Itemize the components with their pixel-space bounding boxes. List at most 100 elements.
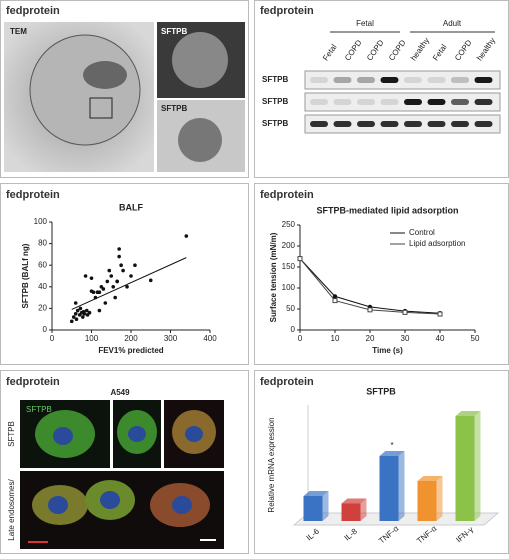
- x-tick-label: 30: [401, 334, 410, 343]
- band: [427, 121, 446, 127]
- y-tick-label: 80: [38, 239, 47, 248]
- point: [117, 254, 121, 259]
- x-tick-label: 0: [298, 334, 303, 343]
- band: [357, 77, 375, 83]
- x-tick-label: 200: [124, 334, 138, 343]
- marker: [437, 311, 443, 317]
- label: SFTPB: [161, 104, 187, 113]
- point: [83, 274, 88, 278]
- band: [333, 99, 352, 105]
- band: [404, 121, 422, 127]
- band: [380, 99, 399, 105]
- bar-side: [436, 476, 443, 521]
- y-axis-label: Relative mRNA expression: [267, 417, 276, 512]
- point: [97, 290, 102, 295]
- group-label: Fetal: [356, 19, 374, 28]
- trend-line: [71, 257, 187, 310]
- point: [129, 274, 133, 278]
- legend-label: Control: [409, 228, 435, 237]
- bar-top: [341, 498, 367, 504]
- band: [404, 77, 422, 83]
- logo: fedprotein: [260, 189, 314, 201]
- x-tick-label: 50: [471, 334, 480, 343]
- point: [133, 263, 137, 268]
- band: [333, 77, 352, 83]
- x-tick-label: 40: [436, 334, 445, 343]
- bar-top: [455, 411, 481, 416]
- point: [103, 301, 108, 305]
- marker: [367, 307, 373, 313]
- micrographs: [20, 400, 224, 549]
- band: [310, 121, 328, 127]
- y-tick-label: 200: [282, 241, 296, 250]
- x-tick-label: 20: [366, 334, 375, 343]
- point: [105, 279, 110, 284]
- band: [333, 121, 352, 127]
- y-tick-label: 0: [291, 325, 296, 334]
- point: [75, 308, 80, 313]
- y-axis-label: SFTPB (BALf ng): [21, 243, 30, 308]
- y-tick-label: 250: [282, 220, 296, 229]
- annotation: *: [390, 441, 393, 450]
- marker: [332, 294, 338, 299]
- blot-strip: [304, 114, 501, 134]
- band: [474, 99, 493, 105]
- marker: [297, 256, 303, 262]
- y-tick-label: 150: [282, 262, 296, 271]
- logo: fedprotein: [6, 5, 60, 17]
- x-axis-label: Time (s): [372, 346, 403, 355]
- point: [115, 279, 119, 284]
- y-tick-label: 60: [38, 260, 47, 269]
- bar-top: [417, 476, 443, 481]
- logo: fedprotein: [6, 189, 60, 201]
- band: [404, 99, 422, 105]
- band: [310, 77, 328, 83]
- legend-label: Lipid adsorption: [409, 239, 465, 248]
- x-tick-label: 10: [331, 334, 340, 343]
- group-label: Adult: [443, 19, 462, 28]
- panel-title: A549: [110, 388, 130, 397]
- row-label: SFTPB: [262, 97, 288, 106]
- chart-title: BALF: [119, 202, 143, 212]
- band: [474, 121, 493, 127]
- y-tick-label: 0: [43, 325, 48, 334]
- point: [113, 295, 117, 300]
- bar-side: [322, 491, 329, 521]
- point: [73, 301, 78, 305]
- x-axis-label: FEV1% predicted: [98, 346, 163, 355]
- bar-front: [417, 481, 437, 521]
- organelle: [172, 32, 228, 88]
- point: [84, 308, 89, 313]
- y-tick-label: 100: [282, 283, 296, 292]
- row-label: SFTPB: [262, 75, 288, 84]
- y-tick-label: 20: [38, 304, 47, 313]
- point: [74, 317, 79, 322]
- bar-side: [474, 411, 481, 521]
- bar-top: [379, 451, 405, 456]
- x-tick-label: 400: [203, 334, 217, 343]
- point: [125, 285, 129, 289]
- point: [91, 290, 96, 295]
- logo: fedprotein: [6, 376, 60, 388]
- point: [73, 312, 78, 316]
- point: [97, 308, 102, 313]
- chart-title: SFTPB-mediated lipid adsorption: [316, 205, 458, 215]
- point: [119, 263, 123, 268]
- bar-front: [341, 503, 361, 521]
- point: [109, 274, 114, 278]
- bar-side: [398, 451, 405, 521]
- row-label: SFTPB: [262, 119, 288, 128]
- point: [81, 315, 85, 319]
- band: [451, 77, 469, 83]
- y-axis-label: Surface tension (mN/m): [269, 232, 278, 322]
- marker: [402, 309, 408, 315]
- point: [184, 234, 189, 238]
- organelle: [178, 118, 222, 162]
- band: [357, 121, 375, 127]
- band: [474, 77, 493, 83]
- band: [310, 99, 328, 105]
- y-tick-label: 100: [34, 217, 48, 226]
- label: TEM: [10, 27, 27, 36]
- point: [121, 268, 125, 273]
